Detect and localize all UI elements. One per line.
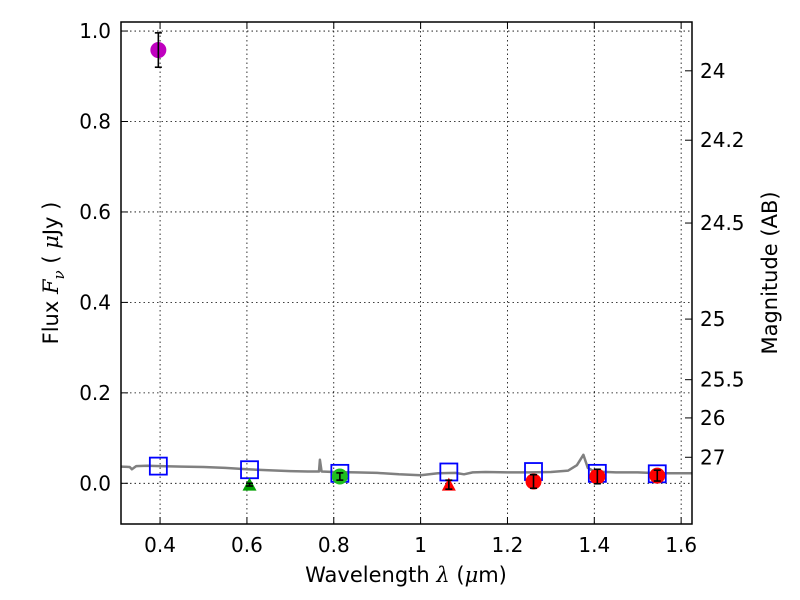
mag-tick-label: 24 (700, 59, 725, 83)
mag-tick-label: 24.5 (700, 211, 745, 235)
grid-lines (121, 22, 692, 524)
x-tick-label: 0.4 (144, 533, 176, 557)
y-axis-label: Flux Fν ( μJy ) (39, 202, 68, 345)
data-points-layer (148, 32, 667, 491)
spectrum-line (120, 453, 692, 477)
x-tick-label: 0.6 (231, 533, 263, 557)
y2-axis-label: Magnitude (AB) (758, 191, 782, 354)
y-tick-label: 0.2 (79, 381, 111, 405)
x-tick-label: 1.6 (665, 533, 697, 557)
y-tick-label: 0.0 (79, 471, 111, 495)
x-tick-label: 1.4 (578, 533, 610, 557)
model-photometry-square (148, 456, 168, 476)
axis-ticks: 0.4 0.6 0.8 1 1.2 1.4 1.6 0.0 0.2 0.4 0.6 0.8 1.0 24 2… (79, 19, 744, 557)
mag-tick-label: 25.5 (700, 368, 745, 392)
mag-tick-label: 27 (700, 445, 725, 469)
y-tick-label: 1.0 (79, 19, 111, 43)
y-tick-label: 0.4 (79, 290, 111, 314)
x-axis-label: Wavelength λ (μm) (305, 563, 507, 587)
plot-frame (120, 21, 693, 525)
y-tick-label: 0.6 (79, 200, 111, 224)
mag-tick-label: 24.2 (700, 128, 745, 152)
spectrum-layer (120, 453, 692, 477)
x-tick-label: 0.8 (318, 533, 350, 557)
mag-tick-label: 26 (700, 406, 725, 430)
x-tick-label: 1.2 (492, 533, 524, 557)
x-tick-label: 1 (414, 533, 427, 557)
mag-tick-label: 25 (700, 307, 725, 331)
y-tick-label: 0.8 (79, 109, 111, 133)
